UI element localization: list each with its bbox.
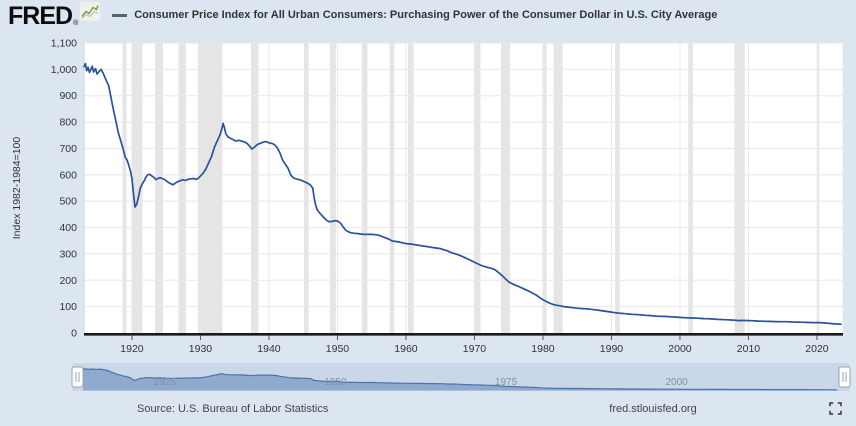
x-tick-label: 2000 — [668, 343, 692, 355]
slider-year-label: 1925 — [154, 377, 177, 388]
slider-area — [83, 368, 839, 391]
y-axis-title: Index 1982-1984=100 — [11, 137, 23, 240]
recession-band — [734, 43, 745, 333]
chart-title: Consumer Price Index for All Urban Consu… — [134, 9, 718, 21]
recession-band — [197, 43, 223, 333]
y-tick-label: 500 — [59, 196, 77, 208]
x-tick-label: 1960 — [394, 343, 418, 355]
y-tick-label: 700 — [59, 143, 77, 155]
slider-year-label: 1975 — [495, 377, 518, 388]
source-link[interactable]: Source: U.S. Bureau of Labor Statistics — [137, 403, 329, 415]
recession-band — [329, 43, 337, 333]
recession-band — [361, 43, 368, 333]
slider-handle-right[interactable] — [838, 366, 851, 388]
x-tick-label: 1920 — [120, 343, 144, 355]
legend-line-icon — [112, 13, 128, 17]
slider-year-label: 1950 — [324, 377, 347, 388]
slider-handle-left[interactable] — [71, 366, 84, 388]
slider-year-label: 2000 — [665, 377, 688, 388]
recession-band — [251, 43, 259, 333]
y-tick-label: 200 — [59, 275, 77, 287]
x-tick-label: 1950 — [326, 343, 350, 355]
y-tick-label: 900 — [59, 90, 77, 102]
fred-logo[interactable]: FRED ® — [8, 1, 101, 30]
fullscreen-button[interactable] — [829, 402, 842, 420]
x-tick-label: 1940 — [257, 343, 281, 355]
recession-band — [407, 43, 414, 333]
fullscreen-icon — [829, 402, 842, 415]
date-range-slider[interactable]: 1925 1950 1975 2000 — [0, 360, 856, 394]
x-tick-label: 1990 — [600, 343, 624, 355]
recession-band — [304, 43, 309, 333]
x-tick-label: 1980 — [531, 343, 555, 355]
y-tick-label: 600 — [59, 169, 77, 181]
registered-trademark: ® — [73, 19, 79, 27]
y-tick-label: 400 — [59, 222, 77, 234]
x-tick-label: 2020 — [805, 343, 829, 355]
recession-band — [122, 43, 127, 333]
x-tick-label: 1970 — [463, 343, 487, 355]
y-tick-label: 0 — [71, 328, 77, 340]
main-chart[interactable]: 0 100 200 300 400 500 600 700 800 900 1,000 1,100 19… — [0, 30, 856, 360]
data-line — [83, 62, 842, 326]
recession-band — [817, 43, 820, 333]
recession-band — [132, 43, 143, 333]
y-tick-label: 800 — [59, 117, 77, 129]
footer: Source: U.S. Bureau of Labor Statistics … — [0, 394, 856, 426]
fred-url-link[interactable]: fred.stlouisfed.org — [609, 403, 697, 415]
y-tick-label: 300 — [59, 248, 77, 260]
recession-band — [615, 43, 620, 333]
x-tick-label: 2010 — [737, 343, 761, 355]
header: FRED ® Consumer Price Index for All Urba… — [0, 0, 856, 30]
recession-band — [155, 43, 164, 333]
x-tick-label: 1930 — [189, 343, 213, 355]
recession-band — [178, 43, 186, 333]
recession-band — [474, 43, 481, 333]
legend-item[interactable]: Consumer Price Index for All Urban Consu… — [112, 9, 717, 21]
y-tick-label: 100 — [59, 301, 77, 313]
fred-logo-text: FRED — [8, 1, 73, 30]
recession-band — [389, 43, 395, 333]
recession-band — [501, 43, 511, 333]
recession-band — [553, 43, 563, 333]
recession-band — [688, 43, 693, 333]
slider-area-line — [82, 368, 837, 391]
fred-graph-icon — [80, 1, 101, 26]
recession-band — [543, 43, 547, 333]
y-tick-label: 1,100 — [51, 38, 77, 50]
y-tick-label: 1,000 — [51, 64, 77, 76]
